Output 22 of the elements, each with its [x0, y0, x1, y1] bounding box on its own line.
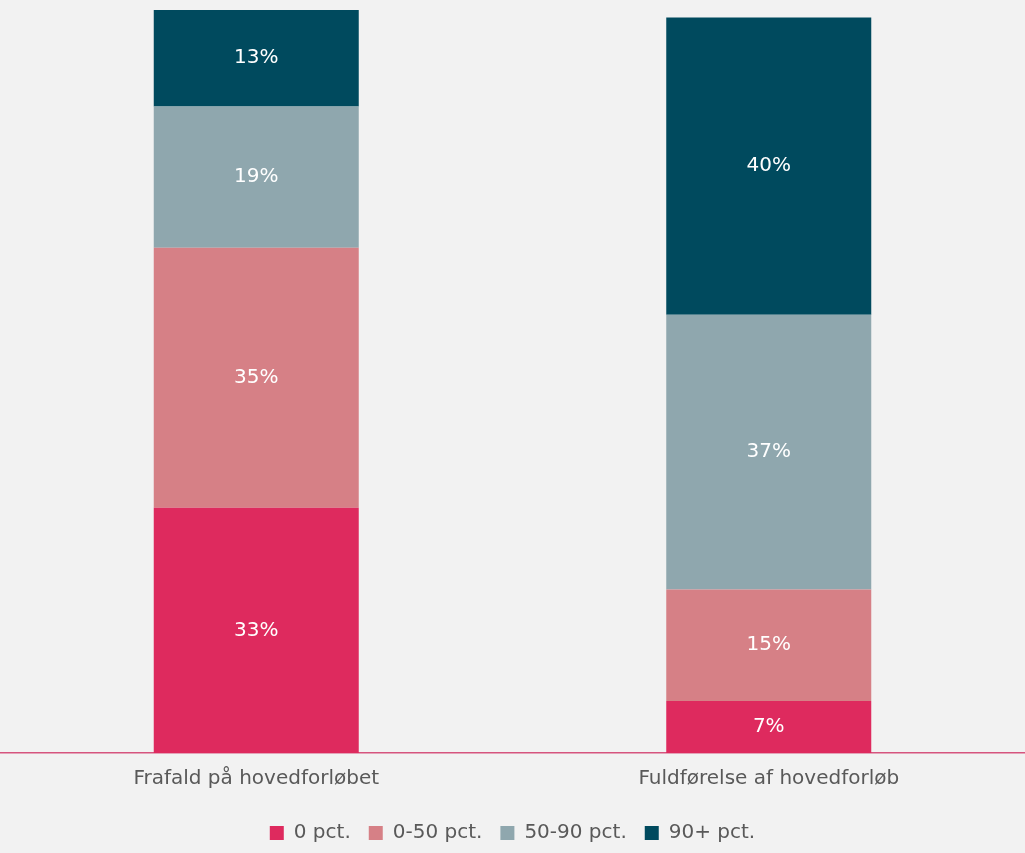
- bar: [153, 247, 359, 508]
- data-label: 33%: [234, 616, 279, 641]
- data-label: 13%: [234, 44, 279, 69]
- legend-label: 50-90 pct.: [524, 819, 627, 844]
- legend-label: 0-50 pct.: [392, 819, 483, 844]
- bar: [666, 17, 872, 315]
- data-label: 19%: [234, 163, 279, 188]
- data-label: 15%: [746, 631, 791, 656]
- data-label: 40%: [746, 152, 791, 177]
- data-label: 7%: [752, 713, 785, 738]
- x-tick-label: Fuldførelse af hovedforløb: [638, 765, 900, 790]
- legend-label: 90+ pct.: [668, 819, 756, 844]
- bar: [666, 700, 872, 753]
- data-label: 35%: [234, 363, 279, 388]
- bar: [153, 106, 359, 248]
- x-tick-label: Frafald på hovedforløbet: [133, 765, 380, 790]
- bar: [666, 589, 872, 701]
- bar: [153, 10, 359, 107]
- bar: [666, 314, 872, 590]
- data-label: 37%: [746, 438, 791, 463]
- bar: [153, 507, 359, 753]
- legend-label: 0 pct.: [293, 819, 351, 844]
